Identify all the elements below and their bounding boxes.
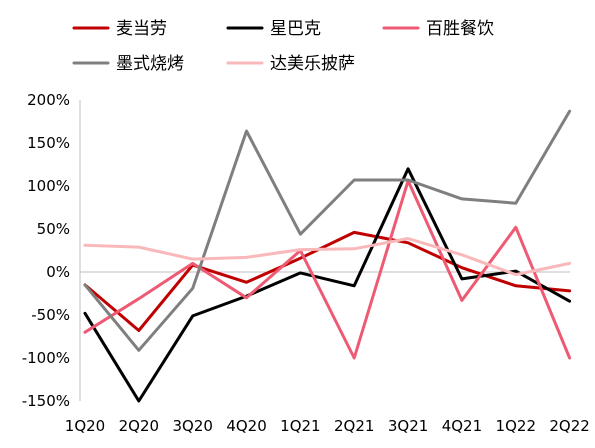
x-tick-label: 4Q21 — [442, 417, 482, 435]
x-tick-label: 2Q22 — [549, 417, 589, 435]
x-tick-label: 1Q22 — [496, 417, 536, 435]
legend-label: 百胜餐饮 — [426, 19, 494, 39]
x-tick-label: 2Q20 — [119, 417, 159, 435]
y-tick-label: -50% — [31, 306, 70, 324]
x-tick-label: 2Q21 — [334, 417, 374, 435]
x-tick-label: 4Q20 — [226, 417, 266, 435]
y-tick-label: 200% — [27, 91, 70, 109]
y-tick-label: -100% — [22, 349, 70, 367]
y-axis: -150% -100% -50% 0% 50% 100% 150% 200% — [22, 91, 81, 410]
x-tick-label: 3Q21 — [388, 417, 428, 435]
y-tick-label: 0% — [46, 263, 70, 281]
legend-label: 墨式烧烤 — [116, 54, 184, 74]
series-line-0 — [83, 230, 572, 332]
y-tick-label: 150% — [27, 134, 70, 152]
series-line-4 — [83, 237, 572, 277]
legend-label: 麦当劳 — [116, 19, 167, 39]
y-tick-label: -150% — [22, 392, 70, 410]
legend-label: 达美乐披萨 — [270, 54, 355, 74]
x-axis: 1Q20 2Q20 3Q20 4Q20 1Q21 2Q21 3Q21 4Q21 1Q22 2Q22 — [65, 271, 590, 435]
y-tick-label: 100% — [27, 177, 70, 195]
legend-label: 星巴克 — [270, 19, 321, 39]
series-layer — [83, 109, 572, 403]
x-tick-label: 3Q20 — [172, 417, 212, 435]
series-line-1 — [83, 167, 572, 403]
x-tick-label: 1Q20 — [65, 417, 105, 435]
series-line-3 — [83, 109, 572, 352]
y-tick-label: 50% — [37, 220, 70, 238]
x-tick-label: 1Q21 — [280, 417, 320, 435]
